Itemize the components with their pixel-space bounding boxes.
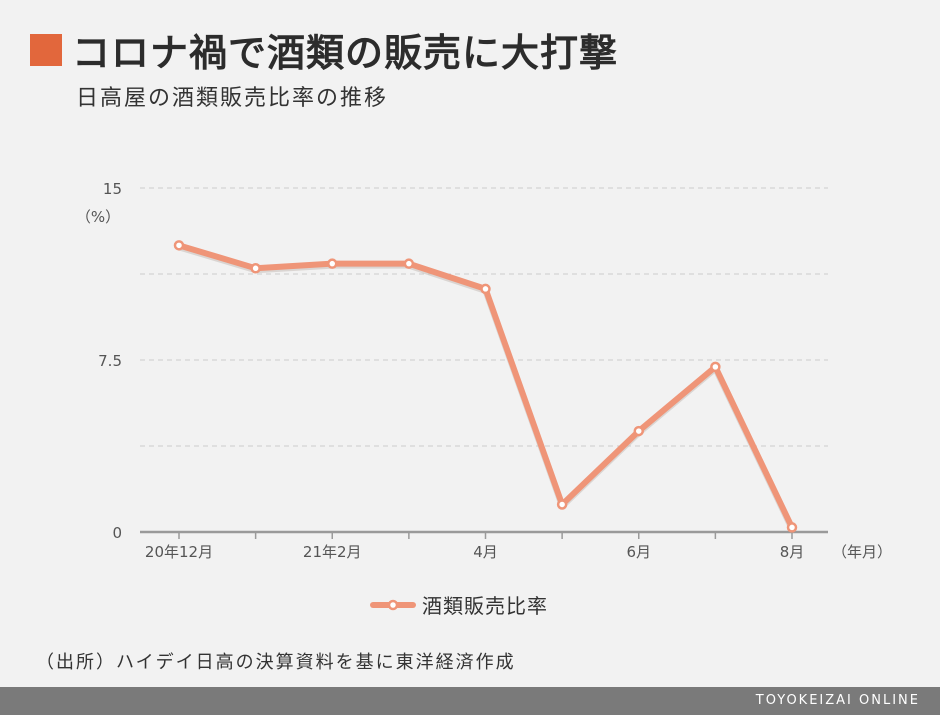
y-tick-label: 0 <box>112 524 122 542</box>
legend-swatch <box>370 599 416 610</box>
x-tick-label: 6月 <box>626 543 651 561</box>
x-tick-label: 20年12月 <box>145 543 213 561</box>
y-axis-unit-label: （%） <box>76 208 120 226</box>
legend-label: 酒類販売比率 <box>422 594 548 618</box>
footer-bar: TOYOKEIZAI ONLINE <box>0 687 940 715</box>
chart-subtitle: 日高屋の酒類販売比率の推移 <box>76 86 389 111</box>
brand-logo: TOYOKEIZAI ONLINE <box>755 693 920 708</box>
data-point <box>480 283 491 295</box>
y-tick-label: 7.5 <box>98 352 122 370</box>
x-tick-label: 21年2月 <box>303 543 362 561</box>
data-point <box>633 425 644 437</box>
title-marker <box>30 33 62 66</box>
source-note: （出所）ハイデイ日高の決算資料を基に東洋経済作成 <box>36 652 516 673</box>
data-point <box>173 240 185 251</box>
line-chart: 0 7.5 15 （%） 20年12月 21年2月 4月 6月 8月 （年月） <box>76 180 892 561</box>
legend: 酒類販売比率 <box>370 590 548 619</box>
data-point <box>710 361 721 373</box>
title-row: コロナ禍で酒類の販売に大打撃 <box>30 22 618 77</box>
x-tick-label: 8月 <box>780 543 805 561</box>
data-point <box>786 522 798 533</box>
data-point <box>327 258 338 269</box>
data-point <box>403 258 415 269</box>
y-tick-label: 15 <box>103 180 122 198</box>
chart-title: コロナ禍で酒類の販売に大打撃 <box>72 31 619 75</box>
data-point <box>250 263 261 274</box>
data-point <box>556 499 568 510</box>
x-tick-label: 4月 <box>473 543 498 561</box>
x-axis-unit-label: （年月） <box>832 543 892 561</box>
